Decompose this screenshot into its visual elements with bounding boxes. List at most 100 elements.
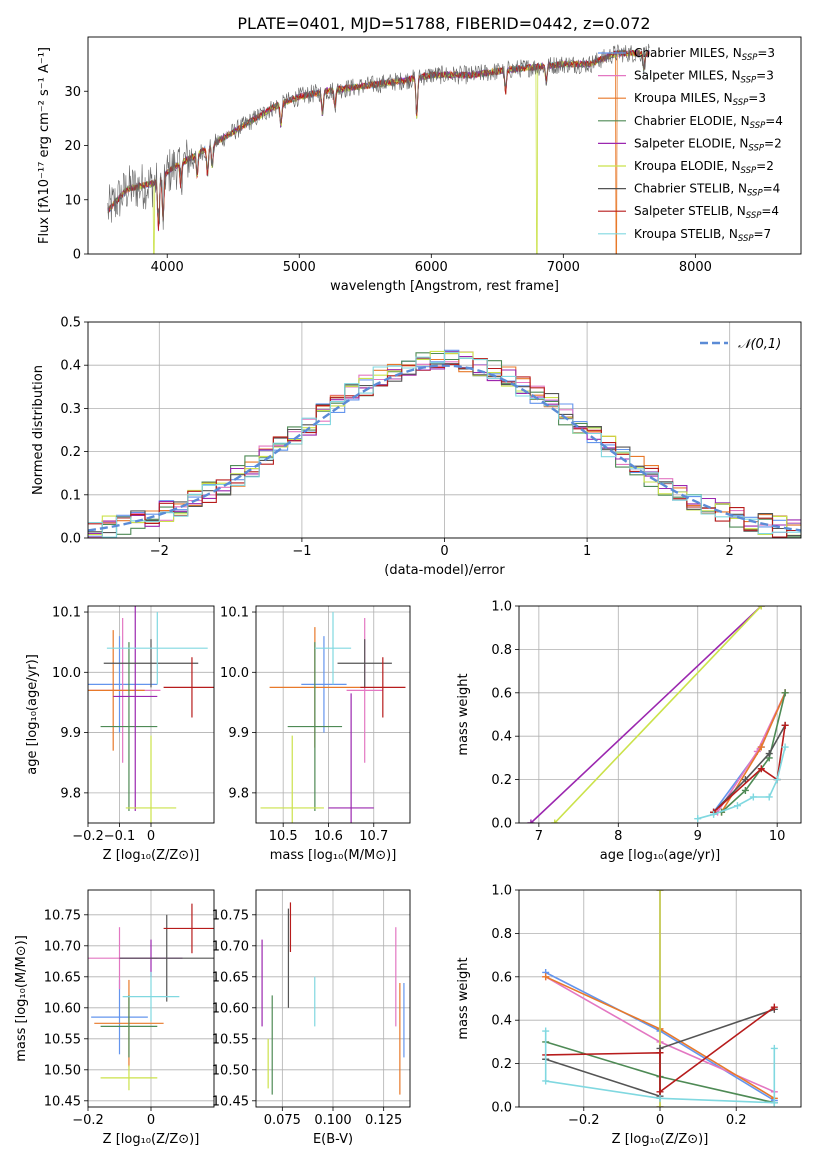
spectrum-model-line [107,49,650,254]
axes-frame [518,605,802,824]
x-tick-label: 10.7 [359,829,388,844]
figure-title: PLATE=0401, MJD=51788, FIBERID=0442, z=0… [237,14,650,33]
y-axis-label: Normed distribution [31,365,46,495]
spectrum-model-line [107,48,650,228]
legend-entry: Salpeter ELODIE, NSSP=2 [634,136,782,153]
x-axis-label: (data-model)/error [384,563,505,578]
axes-frame [518,889,802,1108]
mass-weight-line [713,725,786,813]
mass-weight-marker [656,1103,664,1107]
y-tick-label: 0.8 [491,927,512,942]
axes-frame [255,605,411,824]
axes-frame [87,889,215,1108]
mass-weight-marker [527,819,535,823]
y-tick-label: 10.45 [44,1094,81,1109]
mass-weight-marker [656,1049,664,1057]
y-tick-label: 20 [64,139,81,154]
y-tick-label: 0.0 [60,532,81,547]
spectrum-model-line [107,49,650,231]
x-tick-label: 8000 [679,260,712,275]
axes-frame [87,36,802,255]
x-axis-label: Z [log₁₀(Z/Z⊙)] [612,1132,709,1147]
y-tick-label: 0.3 [60,402,81,417]
y-tick-label: 10.65 [212,970,249,985]
panel-mass_weight_vs_age: 7 8 9 10 0.0 0.2 0.4 0.6 0.8 1.0 age [log₁₀(age/yr… [456,600,802,863]
x-axis-label: Z [log₁₀(Z/Z⊙)] [103,848,200,863]
spectrum-model-line [107,49,650,228]
y-tick-label: 10.65 [44,970,81,985]
y-axis-label: age [log₁₀(age/yr)] [25,654,40,775]
x-tick-label: 0 [440,544,448,559]
y-tick-label: 10.75 [44,908,81,923]
mass-weight-marker [757,606,765,610]
spectrum-model-line [107,49,650,254]
y-tick-label: 10 [64,193,81,208]
panel-mass_vs_ebv: 0.075 0.100 0.125 10.45 10.50 10.55 10.60 10.65… [212,889,411,1147]
y-tick-label: 0.6 [491,686,512,701]
x-tick-label: 6000 [415,260,448,275]
x-tick-label: 10.5 [269,829,298,844]
panel-spectrum: 4000 5000 6000 7000 8000 0 10 20 30 wavelength [A… [37,36,802,294]
y-tick-label: 10.55 [44,1032,81,1047]
mass-weight-line [721,692,786,813]
axes-frame [87,321,802,539]
x-tick-label: −2 [150,544,169,559]
y-axis-label: mass weight [456,673,471,755]
legend-entry: Kroupa STELIB, NSSP=7 [634,227,771,244]
y-tick-label: 0.6 [491,970,512,985]
plot-area-mass_vs_Z [88,890,214,1107]
mass-weight-marker [765,793,773,801]
mass-weight-marker [741,786,749,794]
spectrum-model-line [107,48,650,227]
panel-mass_weight_vs_Z: −0.2 0 0.2 0.0 0.2 0.4 0.6 0.8 1.0 Z [log₁₀(Z/Z⊙)… [456,884,802,1147]
panel-residuals: −2 −1 0 1 2 0.0 0.1 0.2 0.3 0.4 0.5 (data-model)/er… [31,316,802,578]
x-tick-label: 0.125 [365,1113,402,1128]
legend-entry: 𝒩(0,1) [738,337,781,352]
spectrum-model-line [107,49,650,232]
legend-entry: Kroupa MILES, NSSP=3 [634,91,766,108]
x-tick-label: 8 [614,829,622,844]
mass-weight-line [554,606,762,823]
mass-weight-marker [656,1088,664,1096]
x-tick-label: 10.6 [314,829,343,844]
mass-weight-marker [710,810,718,818]
x-axis-label: Z [log₁₀(Z/Z⊙)] [103,1132,200,1147]
spectrum-model-line [107,49,650,228]
panel-age_vs_Z: −0.2 −0.1 0 9.8 9.9 10.0 10.1 Z [log₁₀(Z/Z⊙)] ag… [25,606,215,863]
y-tick-label: 10.70 [212,939,249,954]
legend-entry: Salpeter MILES, NSSP=3 [634,69,774,86]
y-tick-label: 30 [64,85,81,100]
y-tick-label: 10.1 [220,606,249,621]
mass-weight-marker [757,765,765,773]
y-tick-label: 0.4 [491,730,512,745]
x-tick-label: −0.2 [568,1113,600,1128]
x-tick-label: 7 [535,829,543,844]
x-tick-label: −1 [292,544,311,559]
x-tick-label: −0.2 [72,829,104,844]
x-tick-label: 0.075 [264,1113,301,1128]
y-tick-label: 10.0 [220,666,249,681]
y-tick-label: 0.0 [491,1101,512,1116]
panel-age_vs_mass: 10.5 10.6 10.7 9.8 9.9 10.0 10.1 mass [log₁₀(M/… [220,605,411,863]
x-axis-label: mass [log₁₀(M/M⊙)] [270,848,397,863]
mass-weight-marker [770,1044,778,1052]
y-tick-label: 9.9 [60,726,81,741]
y-tick-label: 10.60 [212,1001,249,1016]
x-tick-label: 1 [583,544,591,559]
mass-weight-marker [757,743,765,751]
y-tick-label: 0.2 [60,445,81,460]
y-tick-label: 0 [73,248,81,263]
mass-weight-marker [765,750,773,758]
x-tick-label: −0.2 [72,1113,104,1128]
y-tick-label: 10.55 [212,1032,249,1047]
x-tick-label: 0 [656,1113,664,1128]
legend-entry: Chabrier MILES, NSSP=3 [634,46,775,63]
mass-weight-line [716,692,786,813]
y-tick-label: 0.5 [60,316,81,331]
y-tick-label: 10.70 [44,939,81,954]
y-tick-label: 10.75 [212,908,249,923]
plot-area-age_vs_Z [88,606,214,823]
mass-weight-marker [542,1027,550,1035]
